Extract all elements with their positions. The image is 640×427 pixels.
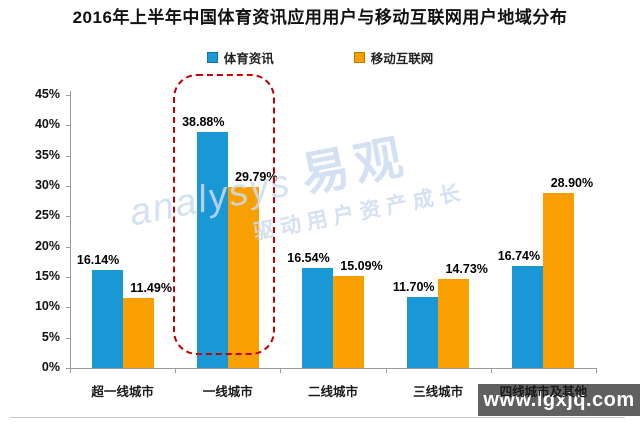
y-axis-tick	[66, 277, 70, 278]
category-label-4: 四线城市及其他	[499, 385, 588, 399]
legend-item-mobile-internet: 移动互联网	[353, 48, 434, 67]
bar-mobile-internet-3	[438, 278, 470, 368]
bar-mobile-internet-0	[122, 298, 154, 368]
legend-label-mobile-internet: 移动互联网	[370, 52, 434, 66]
y-axis-tick	[66, 337, 70, 339]
watermark-lgxjq-box: www.lgxjq.com	[478, 384, 640, 416]
y-axis-label: 40%	[34, 117, 60, 132]
value-label-sports-info-2: 16.54%	[287, 250, 330, 265]
y-axis-tick	[66, 246, 70, 248]
y-axis-line	[70, 91, 71, 368]
y-axis-label: 25%	[34, 208, 60, 223]
value-label-mobile-internet-3: 14.73%	[445, 261, 488, 276]
value-label-mobile-internet-4: 28.90%	[550, 175, 594, 190]
bottom-divider-line	[10, 417, 625, 418]
value-label-sports-info-1: 38.88%	[182, 115, 225, 130]
highlight-box	[172, 74, 275, 355]
y-axis-label: 30%	[34, 178, 60, 192]
bar-sports-info-3	[407, 297, 439, 368]
x-axis-tick	[490, 369, 492, 373]
y-axis-tick	[66, 368, 70, 369]
bar-sports-info-4	[512, 266, 544, 368]
legend-item-sports-info: 体育资讯	[206, 48, 274, 67]
watermark-lgxjq-text: www.lgxjq.com	[483, 388, 635, 411]
y-axis-label: 45%	[34, 87, 60, 101]
value-label-mobile-internet-2: 15.09%	[340, 259, 383, 274]
bar-mobile-internet-4	[543, 192, 575, 368]
legend-swatch-sports-info	[206, 52, 218, 63]
x-axis-tick	[596, 369, 597, 373]
category-label-0: 超一线城市	[91, 385, 154, 399]
legend-swatch-mobile-internet	[353, 52, 365, 63]
y-axis-label: 5%	[41, 329, 60, 344]
value-label-sports-info-0: 16.14%	[76, 253, 120, 268]
x-axis-line	[70, 368, 597, 369]
category-label-2: 二线城市	[307, 385, 358, 399]
legend: 体育资讯 移动互联网	[0, 48, 640, 67]
legend-label-sports-info: 体育资讯	[223, 52, 274, 66]
x-axis-tick	[280, 369, 282, 373]
y-axis-tick	[66, 216, 70, 218]
y-axis-label: 10%	[34, 299, 60, 314]
y-axis-tick	[66, 125, 70, 127]
y-axis-tick	[66, 186, 70, 187]
bar-mobile-internet-2	[333, 276, 364, 368]
value-label-mobile-internet-0: 11.49%	[130, 281, 172, 296]
bar-sports-info-1	[196, 132, 228, 368]
y-axis-label: 35%	[34, 147, 60, 162]
y-axis-tick	[66, 307, 70, 309]
category-label-3: 三线城市	[413, 385, 464, 399]
value-label-sports-info-4: 16.74%	[497, 249, 541, 264]
y-axis-label: 0%	[41, 360, 60, 374]
x-axis-tick	[70, 369, 71, 373]
x-axis-tick	[385, 369, 387, 373]
value-label-mobile-internet-1: 29.79%	[235, 170, 278, 185]
y-axis-tick	[66, 95, 70, 96]
y-axis-tick	[66, 155, 70, 157]
x-axis-tick	[175, 369, 177, 373]
value-label-sports-info-3: 11.70%	[392, 280, 435, 295]
category-label-1: 一线城市	[202, 385, 253, 399]
bar-sports-info-2	[302, 267, 333, 368]
bar-sports-info-0	[91, 270, 123, 368]
chart-title: 2016年上半年中国体育资讯应用用户与移动互联网用户地域分布	[72, 8, 568, 27]
y-axis-label: 15%	[34, 269, 60, 283]
y-axis-label: 20%	[34, 238, 60, 253]
